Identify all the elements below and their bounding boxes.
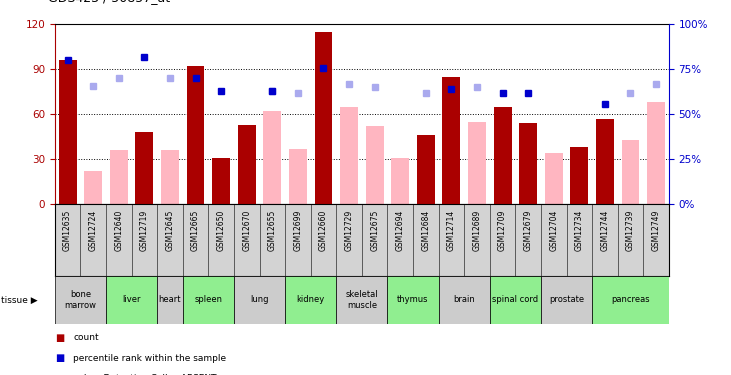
Bar	[314, 32, 333, 204]
Bar	[340, 107, 358, 204]
Text: GSM12689: GSM12689	[472, 210, 482, 251]
Text: ■: ■	[55, 374, 64, 375]
Bar	[212, 158, 230, 204]
Bar	[336, 276, 387, 324]
Bar	[234, 276, 285, 324]
Text: pancreas: pancreas	[611, 296, 650, 304]
Bar	[186, 66, 205, 204]
Text: GSM12670: GSM12670	[242, 210, 251, 252]
Bar	[285, 276, 336, 324]
Text: GSM12709: GSM12709	[498, 210, 507, 252]
Bar	[183, 276, 234, 324]
Bar	[490, 276, 541, 324]
Bar	[135, 132, 154, 204]
Text: GSM12665: GSM12665	[191, 210, 200, 252]
Text: GSM12684: GSM12684	[421, 210, 431, 251]
Text: lung: lung	[250, 296, 269, 304]
Bar	[289, 149, 307, 204]
Text: GSM12655: GSM12655	[268, 210, 277, 252]
Text: brain: brain	[453, 296, 475, 304]
Text: skeletal
muscle: skeletal muscle	[346, 290, 378, 310]
Bar	[442, 77, 461, 204]
Text: tissue ▶: tissue ▶	[1, 296, 38, 304]
Bar	[157, 276, 183, 324]
Text: GSM12650: GSM12650	[216, 210, 226, 252]
Bar	[541, 276, 592, 324]
Bar	[106, 276, 157, 324]
Bar	[468, 122, 486, 204]
Text: GSM12694: GSM12694	[395, 210, 405, 252]
Bar	[55, 276, 106, 324]
Text: GSM12660: GSM12660	[319, 210, 328, 252]
Text: prostate: prostate	[549, 296, 584, 304]
Bar	[238, 125, 256, 204]
Bar	[58, 60, 77, 204]
Bar	[439, 276, 490, 324]
Bar	[647, 102, 665, 204]
Text: GSM12739: GSM12739	[626, 210, 635, 252]
Text: kidney: kidney	[297, 296, 325, 304]
Text: GSM12645: GSM12645	[165, 210, 175, 252]
Text: value, Detection Call = ABSENT: value, Detection Call = ABSENT	[73, 374, 216, 375]
Bar	[263, 111, 281, 204]
Bar	[391, 158, 409, 204]
Bar	[417, 135, 435, 204]
Text: ■: ■	[55, 353, 64, 363]
Text: GSM12635: GSM12635	[63, 210, 72, 252]
Bar	[110, 150, 128, 204]
Text: liver: liver	[122, 296, 141, 304]
Text: GSM12734: GSM12734	[575, 210, 584, 252]
Text: GSM12719: GSM12719	[140, 210, 149, 251]
Bar	[387, 276, 439, 324]
Text: ■: ■	[55, 333, 64, 342]
Text: GSM12704: GSM12704	[549, 210, 558, 252]
Bar	[592, 276, 669, 324]
Bar	[570, 147, 588, 204]
Text: GSM12699: GSM12699	[293, 210, 303, 252]
Bar	[161, 150, 179, 204]
Bar	[621, 140, 640, 204]
Text: GSM12640: GSM12640	[114, 210, 124, 252]
Bar	[545, 153, 563, 204]
Text: GSM12729: GSM12729	[344, 210, 354, 251]
Text: spleen: spleen	[194, 296, 222, 304]
Text: GSM12679: GSM12679	[523, 210, 533, 252]
Bar	[493, 107, 512, 204]
Text: thymus: thymus	[397, 296, 429, 304]
Text: bone
marrow: bone marrow	[64, 290, 96, 310]
Text: count: count	[73, 333, 99, 342]
Bar	[366, 126, 384, 204]
Text: percentile rank within the sample: percentile rank within the sample	[73, 354, 226, 363]
Bar	[596, 119, 614, 204]
Bar	[84, 171, 102, 204]
Text: heart: heart	[159, 296, 181, 304]
Text: GSM12714: GSM12714	[447, 210, 456, 251]
Text: GSM12724: GSM12724	[88, 210, 98, 251]
Text: spinal cord: spinal cord	[492, 296, 539, 304]
Text: GSM12744: GSM12744	[600, 210, 610, 252]
Text: GSM12675: GSM12675	[370, 210, 379, 252]
Text: GDS423 / 50857_at: GDS423 / 50857_at	[48, 0, 170, 4]
Bar	[519, 123, 537, 204]
Text: GSM12749: GSM12749	[651, 210, 661, 252]
